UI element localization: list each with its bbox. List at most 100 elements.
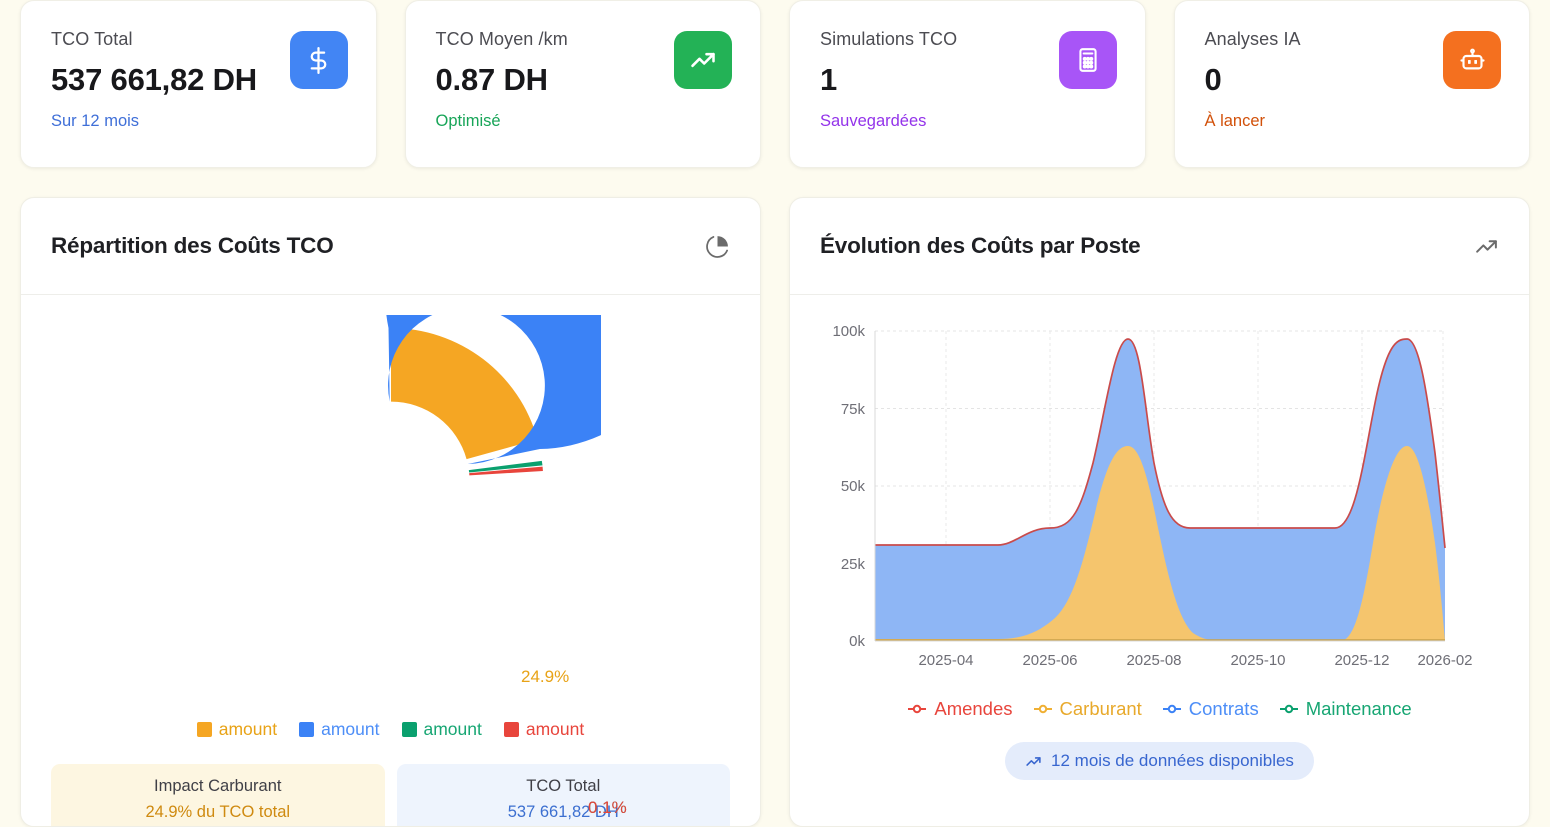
kpi-card-tco-total[interactable]: TCO Total 537 661,82 DH Sur 12 mois: [20, 0, 377, 168]
dollar-icon: [289, 31, 348, 89]
kpi-value: 1: [820, 62, 838, 97]
kpi-subtitle: À lancer: [1204, 112, 1266, 130]
donut-slice-2[interactable]: [468, 460, 542, 473]
legend-item-carburant[interactable]: Carburant: [1033, 698, 1142, 720]
kpi-value: 0: [1204, 62, 1222, 97]
trending-up-icon: [1474, 234, 1499, 259]
page-title: Évolution des Coûts par Poste: [820, 233, 1141, 258]
legend-label: Carburant: [1059, 698, 1142, 719]
line-series-amendes: [874, 338, 1446, 549]
kpi-text-block: Simulations TCO 1 Sauvegardées: [820, 29, 957, 131]
page-title: Répartition des Coûts TCO: [51, 233, 334, 258]
summary-box-title: Impact Carburant: [154, 777, 282, 795]
legend-marker-icon: [1162, 704, 1181, 714]
legend-label: amount: [423, 719, 482, 739]
x-tick-4: 2025-12: [1334, 652, 1389, 669]
kpi-text-block: Analyses IA 0 À lancer: [1205, 29, 1301, 131]
kpi-value: 537 661,82 DH: [51, 62, 257, 97]
x-tick-5: 2026-02: [1417, 652, 1472, 669]
y-tick-3: 75k: [840, 401, 865, 418]
legend-marker-icon: [1033, 704, 1052, 714]
donut-chart[interactable]: 24.9% 75.0% 0.1% 0.1%: [21, 295, 760, 817]
summary-box-title: TCO Total: [526, 777, 601, 795]
legend-item[interactable]: amount: [299, 719, 380, 740]
legend-label: Amendes: [934, 698, 1013, 719]
y-tick-4: 100k: [832, 323, 865, 340]
trending-up-icon: [1026, 756, 1041, 766]
charts-row: Répartition des Coûts TCO: [0, 168, 1550, 827]
summary-box-value: 537 661,82 DH: [507, 803, 619, 821]
kpi-subtitle: Sur 12 mois: [51, 112, 140, 130]
x-tick-0: 2025-04: [918, 652, 973, 669]
legend-item-contrats[interactable]: Contrats: [1162, 698, 1259, 720]
kpi-title: Analyses IA: [1204, 29, 1301, 49]
panel-body: 0k 25k 50k 75k 100k 2025-04 2025-06 2025…: [790, 295, 1529, 826]
legend-label: Contrats: [1188, 698, 1259, 719]
kpi-subtitle: Optimisé: [435, 112, 501, 130]
donut-slice-1[interactable]: [385, 315, 601, 465]
panel-repartition-couts-tco: Répartition des Coûts TCO: [20, 197, 761, 827]
area-series-carburant: [874, 446, 1445, 641]
pie-chart-icon: [705, 234, 730, 259]
legend-swatch-icon: [503, 722, 519, 737]
legend-swatch-icon: [299, 722, 315, 737]
donut-slice-3[interactable]: [468, 466, 543, 476]
donut-value-label-2: 0.1%: [588, 798, 627, 817]
summary-boxes: Impact Carburant 24.9% du TCO total TCO …: [21, 740, 760, 826]
legend-item[interactable]: amount: [401, 719, 482, 740]
kpi-card-tco-moyen[interactable]: TCO Moyen /km 0.87 DH Optimisé: [404, 0, 761, 168]
donut-value-label-0: 24.9%: [521, 667, 570, 686]
calculator-icon: [1058, 31, 1117, 89]
summary-box-value: 24.9% du TCO total: [145, 803, 291, 821]
x-tick-1: 2025-06: [1022, 652, 1077, 669]
legend-label: amount: [218, 719, 278, 739]
legend-marker-icon: [1279, 704, 1298, 714]
x-tick-3: 2025-10: [1230, 652, 1285, 669]
y-tick-labels: 0k 25k 50k 75k 100k: [832, 323, 865, 650]
status-badge: 12 mois de données disponibles: [1005, 742, 1314, 780]
x-tick-labels: 2025-04 2025-06 2025-08 2025-10 2025-12 …: [918, 652, 1472, 669]
kpi-title: TCO Moyen /km: [435, 29, 568, 49]
donut-slice-0[interactable]: [390, 328, 538, 460]
trending-up-icon: [674, 31, 732, 89]
legend-label: amount: [321, 719, 380, 739]
kpi-card-analyses-ia[interactable]: Analyses IA 0 À lancer: [1173, 0, 1530, 168]
donut-value-label-3: 0.1%: [588, 798, 627, 817]
kpi-title: Simulations TCO: [820, 29, 958, 49]
kpi-title: TCO Total: [51, 29, 133, 49]
summary-box-impact-carburant: Impact Carburant 24.9% du TCO total: [51, 764, 385, 826]
area-chart-svg: 0k 25k 50k 75k 100k 2025-04 2025-06 2025…: [832, 323, 1472, 669]
data-availability-badge-wrap: 12 mois de données disponibles: [790, 742, 1529, 780]
x-tick-2: 2025-08: [1126, 652, 1181, 669]
legend-item[interactable]: amount: [503, 719, 585, 740]
kpi-text-block: TCO Total 537 661,82 DH Sur 12 mois: [51, 29, 257, 131]
area-chart[interactable]: 0k 25k 50k 75k 100k 2025-04 2025-06 2025…: [790, 295, 1529, 695]
kpi-card-row: TCO Total 537 661,82 DH Sur 12 mois TCO …: [0, 0, 1550, 168]
legend-label: amount: [525, 719, 585, 739]
y-tick-0: 0k: [849, 633, 865, 650]
panel-body: 24.9% 75.0% 0.1% 0.1% amount amount: [21, 295, 760, 826]
legend-swatch-icon: [196, 722, 212, 737]
legend-item[interactable]: amount: [196, 719, 278, 740]
panel-header: Évolution des Coûts par Poste: [790, 198, 1529, 295]
kpi-card-simulations-tco[interactable]: Simulations TCO 1 Sauvegardées: [789, 0, 1146, 168]
legend-marker-icon: [908, 704, 927, 714]
robot-icon: [1443, 31, 1501, 89]
panel-evolution-couts-par-poste: Évolution des Coûts par Poste: [789, 197, 1530, 827]
legend-label: Maintenance: [1305, 698, 1412, 719]
summary-box-tco-total: TCO Total 537 661,82 DH: [396, 764, 730, 826]
legend-item-maintenance[interactable]: Maintenance: [1279, 698, 1412, 720]
status-badge-label: 12 mois de données disponibles: [1051, 751, 1294, 770]
kpi-text-block: TCO Moyen /km 0.87 DH Optimisé: [436, 29, 568, 131]
kpi-value: 0.87 DH: [435, 62, 549, 97]
y-tick-2: 50k: [840, 478, 865, 495]
donut-legend: amount amount amount amount: [21, 719, 760, 740]
legend-item-amendes[interactable]: Amendes: [907, 698, 1013, 720]
legend-swatch-icon: [401, 722, 417, 737]
donut-svg: [385, 315, 601, 476]
kpi-subtitle: Sauvegardées: [820, 112, 927, 130]
y-tick-1: 25k: [840, 556, 865, 573]
area-chart-legend: Amendes Carburant Co: [790, 698, 1529, 720]
panel-header: Répartition des Coûts TCO: [21, 198, 760, 295]
